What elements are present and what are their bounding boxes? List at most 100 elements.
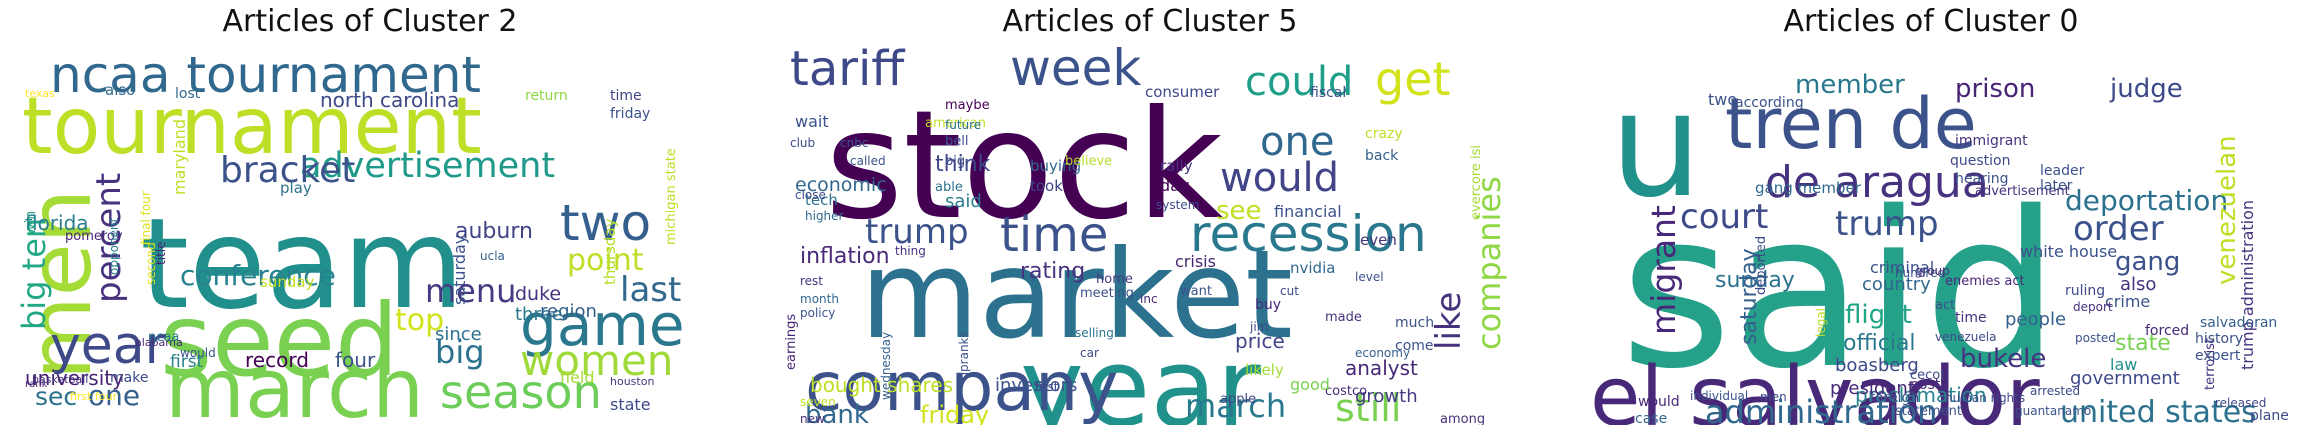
word-month: month bbox=[800, 292, 839, 306]
word-menu: menu bbox=[425, 272, 516, 310]
word-wednesday: wednesday bbox=[879, 332, 893, 400]
word-north-carolina: north carolina bbox=[320, 88, 459, 112]
word-sunday: sunday bbox=[260, 273, 315, 291]
word-maybe: maybe bbox=[945, 98, 990, 113]
word-companies: companies bbox=[1470, 176, 1508, 350]
word-statement: statement bbox=[1895, 404, 1962, 419]
word-see: see bbox=[1216, 196, 1262, 226]
word-trump-administration: trump administration bbox=[2238, 200, 2257, 370]
word-forced: forced bbox=[2145, 323, 2189, 339]
word-analyst: analyst bbox=[1345, 356, 1418, 380]
word-first: first bbox=[170, 352, 204, 372]
word-posted: posted bbox=[2075, 331, 2116, 345]
word-bracket: bracket bbox=[220, 150, 355, 191]
word-bell: bell bbox=[945, 134, 968, 149]
word-home: home bbox=[1096, 272, 1133, 287]
word-tournament: tournament bbox=[22, 82, 482, 172]
word-venezuelan: venezuelan bbox=[2212, 135, 2242, 285]
word-took: took bbox=[1030, 177, 1063, 195]
word-time: time bbox=[1955, 310, 1987, 326]
word-later: later bbox=[2040, 178, 2073, 194]
word-lost: lost bbox=[175, 86, 201, 102]
word-also: also bbox=[2120, 274, 2156, 295]
word-car: car bbox=[1080, 346, 1099, 360]
word-women: women bbox=[520, 336, 673, 385]
word-hundred: hundred bbox=[1895, 266, 1945, 280]
word-earnings: earnings bbox=[784, 314, 799, 370]
word-investors: investors bbox=[995, 375, 1077, 396]
word-buy: buy bbox=[1255, 297, 1281, 313]
word-law: law bbox=[2110, 355, 2137, 374]
wordcloud-panel-cluster-2: Articles of Cluster 2 team tournament se… bbox=[0, 0, 740, 435]
word-policy: policy bbox=[800, 306, 835, 320]
word-men: men bbox=[1760, 390, 1787, 404]
word-make: make bbox=[110, 370, 148, 386]
word-title: title bbox=[154, 242, 168, 265]
word-company: company bbox=[805, 348, 1118, 425]
word-trump: trump bbox=[1835, 204, 1939, 244]
word-leader: leader bbox=[2040, 163, 2085, 179]
word-enemies-act: enemies act bbox=[1945, 274, 2025, 289]
word-return: return bbox=[525, 88, 568, 104]
wordcloud-panel-cluster-5: Articles of Cluster 5 stock market year … bbox=[780, 0, 1520, 435]
word-day: day bbox=[1160, 176, 1189, 195]
word-three: three bbox=[515, 304, 563, 325]
word-sunday: sunday bbox=[1715, 268, 1795, 293]
word-case: case bbox=[1635, 411, 1667, 425]
word-also: also bbox=[105, 81, 135, 99]
word-member: member bbox=[1795, 70, 1905, 100]
word-year: year bbox=[50, 316, 167, 376]
word-men: men bbox=[11, 189, 111, 380]
word-crime: crime bbox=[2105, 292, 2150, 311]
word-michigan-state: michigan state bbox=[664, 148, 679, 245]
word-could: could bbox=[1245, 59, 1353, 105]
word-selling: selling bbox=[1075, 326, 1114, 340]
word-hearing: hearing bbox=[1955, 171, 2008, 187]
word-released: released bbox=[2215, 396, 2266, 410]
word-think: think bbox=[935, 152, 991, 177]
word-big: big bbox=[435, 333, 485, 371]
word-new: new bbox=[800, 412, 825, 425]
word-would: would bbox=[1220, 155, 1339, 201]
word-history: history bbox=[2195, 331, 2243, 347]
wordcloud-panel-cluster-0: Articles of Cluster 0 said u el salvador… bbox=[1560, 0, 2302, 435]
word-tipranks: tipranks bbox=[957, 331, 971, 380]
word-four: four bbox=[335, 348, 376, 372]
word-recession: recession bbox=[1190, 205, 1427, 263]
word-consumer: consumer bbox=[1145, 83, 1220, 101]
word-ucla: ucla bbox=[480, 249, 505, 263]
word-much: much bbox=[1395, 315, 1434, 331]
word-get: get bbox=[1375, 52, 1451, 106]
word-big: big bbox=[945, 154, 965, 169]
word-field: field bbox=[560, 368, 595, 387]
word-inflation: inflation bbox=[800, 244, 890, 269]
word-university: university bbox=[25, 366, 124, 390]
word-official: official bbox=[1843, 331, 1916, 356]
word-since: since bbox=[435, 324, 482, 345]
word-texas: texas bbox=[25, 87, 55, 100]
word-apple: apple bbox=[1220, 392, 1256, 407]
word-believe: believe bbox=[1065, 154, 1112, 169]
word-de-aragua: de aragua bbox=[1765, 157, 1989, 208]
word-president: president bbox=[1830, 378, 1915, 399]
panel-title: Articles of Cluster 0 bbox=[1783, 4, 2079, 39]
word-bukele: bukele bbox=[1960, 344, 2046, 374]
word-ruling: ruling bbox=[2065, 283, 2105, 299]
word-win: win bbox=[23, 211, 39, 235]
word-would: would bbox=[1638, 394, 1680, 410]
word-court: court bbox=[1680, 197, 1768, 237]
word-salvadoran: salvadoran bbox=[2200, 315, 2277, 331]
word-order: order bbox=[2073, 209, 2164, 249]
word-bank: bank bbox=[805, 400, 869, 425]
word-club: club bbox=[790, 136, 815, 150]
word-meeting: meeting bbox=[1080, 286, 1134, 301]
word-stock: stock bbox=[825, 79, 1223, 253]
word-guantanamo: guantanamo bbox=[2015, 404, 2091, 418]
word-u: u bbox=[1610, 61, 1702, 230]
word-individual: individual bbox=[1690, 389, 1748, 403]
word-economic: economic bbox=[795, 174, 887, 196]
word-march: march bbox=[1185, 387, 1286, 425]
word-saturday: saturday bbox=[450, 235, 469, 305]
word-gang: gang bbox=[2115, 247, 2180, 277]
wordcloud: team tournament seed march ncaa tourname… bbox=[10, 45, 730, 425]
